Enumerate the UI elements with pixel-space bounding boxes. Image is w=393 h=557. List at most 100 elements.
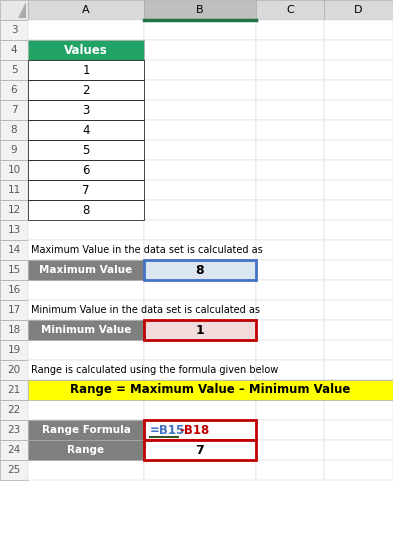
Text: 8: 8: [196, 263, 204, 276]
Bar: [256, 140, 324, 160]
Bar: [144, 440, 256, 460]
Bar: [144, 260, 256, 280]
Bar: [256, 360, 324, 380]
Bar: [324, 400, 393, 420]
Bar: [28, 140, 144, 160]
Text: 21: 21: [7, 385, 20, 395]
Bar: [0, 420, 28, 440]
Bar: [144, 380, 256, 400]
Text: -B18: -B18: [179, 423, 209, 437]
Bar: [0, 60, 28, 80]
Bar: [324, 440, 393, 460]
Bar: [28, 240, 144, 260]
Text: 16: 16: [7, 285, 20, 295]
Bar: [256, 120, 324, 140]
Bar: [0, 320, 28, 340]
Text: 10: 10: [7, 165, 20, 175]
Bar: [0, 80, 28, 100]
Bar: [28, 300, 144, 320]
Bar: [28, 320, 144, 340]
Text: =B15: =B15: [150, 423, 185, 437]
Text: 8: 8: [82, 203, 90, 217]
Text: 14: 14: [7, 245, 20, 255]
Bar: [324, 340, 393, 360]
Bar: [256, 320, 324, 340]
Bar: [256, 40, 324, 60]
Bar: [256, 440, 324, 460]
Bar: [28, 460, 144, 480]
Text: 5: 5: [11, 65, 17, 75]
Bar: [0, 200, 28, 220]
Bar: [28, 260, 144, 280]
Bar: [256, 240, 324, 260]
Text: Range = Maximum Value – Minimum Value: Range = Maximum Value – Minimum Value: [70, 384, 351, 397]
Bar: [324, 180, 393, 200]
Bar: [256, 180, 324, 200]
Text: 8: 8: [11, 125, 17, 135]
Bar: [0, 280, 28, 300]
Bar: [324, 420, 393, 440]
Bar: [0, 120, 28, 140]
Bar: [28, 160, 144, 180]
Bar: [0, 20, 28, 40]
Bar: [324, 260, 393, 280]
Text: A: A: [82, 5, 90, 15]
Text: 1: 1: [196, 324, 204, 336]
Bar: [144, 360, 256, 380]
Bar: [324, 360, 393, 380]
Text: 7: 7: [196, 443, 204, 457]
Bar: [256, 160, 324, 180]
Bar: [144, 440, 256, 460]
Bar: [0, 400, 28, 420]
Bar: [256, 0, 324, 20]
Bar: [28, 420, 144, 440]
Text: Range is calculated using the formula given below: Range is calculated using the formula gi…: [31, 365, 278, 375]
Bar: [144, 0, 256, 20]
Bar: [0, 180, 28, 200]
Text: Range Formula: Range Formula: [42, 425, 130, 435]
Bar: [28, 200, 144, 220]
Bar: [256, 200, 324, 220]
Bar: [256, 220, 324, 240]
Bar: [144, 160, 256, 180]
Bar: [324, 460, 393, 480]
Bar: [256, 340, 324, 360]
Text: 4: 4: [11, 45, 17, 55]
Text: 7: 7: [11, 105, 17, 115]
Text: 11: 11: [7, 185, 20, 195]
Bar: [28, 260, 144, 280]
Bar: [324, 60, 393, 80]
Text: Minimum Value: Minimum Value: [41, 325, 131, 335]
Bar: [144, 420, 256, 440]
Bar: [28, 180, 144, 200]
Bar: [0, 260, 28, 280]
Bar: [28, 380, 393, 400]
Text: 3: 3: [82, 104, 90, 116]
Bar: [0, 380, 28, 400]
Bar: [256, 260, 324, 280]
Bar: [28, 100, 144, 120]
Bar: [28, 100, 144, 120]
Bar: [28, 140, 144, 160]
Bar: [28, 340, 144, 360]
Bar: [256, 100, 324, 120]
Bar: [324, 160, 393, 180]
Bar: [256, 280, 324, 300]
Bar: [324, 140, 393, 160]
Bar: [28, 20, 144, 40]
Bar: [144, 20, 256, 40]
Bar: [144, 260, 256, 280]
Text: 25: 25: [7, 465, 20, 475]
Bar: [0, 440, 28, 460]
Bar: [144, 120, 256, 140]
Bar: [324, 80, 393, 100]
Bar: [28, 440, 144, 460]
Bar: [144, 80, 256, 100]
Bar: [0, 340, 28, 360]
Bar: [0, 100, 28, 120]
Bar: [256, 380, 324, 400]
Bar: [28, 0, 144, 20]
Text: C: C: [286, 5, 294, 15]
Bar: [0, 160, 28, 180]
Bar: [256, 420, 324, 440]
